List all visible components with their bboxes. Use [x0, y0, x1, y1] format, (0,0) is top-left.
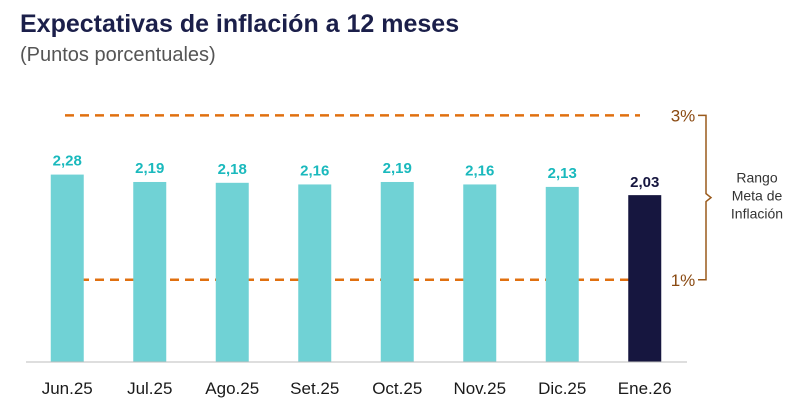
bar-Ene.26: [628, 195, 662, 362]
x-tick-label-Oct.25: Oct.25: [372, 379, 422, 398]
range-label-line-1: Rango: [736, 170, 777, 186]
reference-label-1pct: 1%: [671, 271, 696, 290]
value-label-Set.25: 2,16: [300, 162, 329, 179]
value-label-Jul.25: 2,19: [135, 160, 164, 177]
bar-Ago.25: [215, 182, 249, 362]
bar-Jun.25: [50, 174, 84, 362]
value-label-Jun.25: 2,28: [53, 153, 82, 170]
bar-Nov.25: [463, 184, 497, 362]
value-label-Ago.25: 2,18: [218, 161, 247, 178]
bar-Jul.25: [133, 181, 167, 362]
range-label-line-2: Meta de: [732, 188, 783, 204]
x-tick-label-Set.25: Set.25: [290, 379, 339, 398]
reference-label-3pct: 3%: [671, 106, 696, 125]
range-label-line-3: Inflación: [731, 206, 783, 222]
x-tick-label-Ene.26: Ene.26: [618, 379, 672, 398]
x-tick-label-Jul.25: Jul.25: [127, 379, 172, 398]
bar-Oct.25: [380, 181, 414, 362]
value-label-Oct.25: 2,19: [383, 160, 412, 177]
x-tick-label-Jun.25: Jun.25: [42, 379, 93, 398]
range-bracket: [698, 114, 713, 281]
bar-Set.25: [298, 184, 332, 362]
x-tick-label-Dic.25: Dic.25: [538, 379, 586, 398]
bar-Dic.25: [545, 186, 579, 362]
x-tick-label-Nov.25: Nov.25: [453, 379, 506, 398]
chart-title: Expectativas de inflación a 12 meses: [20, 10, 460, 38]
value-label-Ene.26: 2,03: [630, 174, 659, 191]
value-label-Dic.25: 2,13: [548, 165, 577, 182]
x-tick-label-Ago.25: Ago.25: [205, 379, 259, 398]
chart-subtitle: (Puntos porcentuales): [20, 44, 216, 66]
value-label-Nov.25: 2,16: [465, 162, 494, 179]
